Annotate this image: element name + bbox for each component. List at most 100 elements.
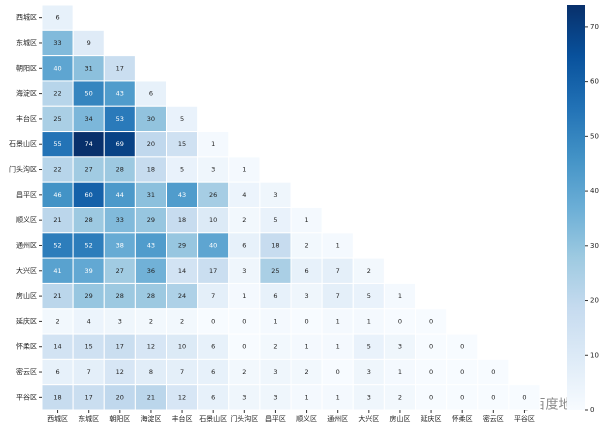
cell-label: 1: [367, 317, 371, 325]
x-tick-label: 房山区: [389, 414, 410, 423]
y-tick-label: 丰台区: [16, 114, 37, 123]
heat-cell: [103, 80, 136, 107]
heat-cell: [197, 181, 230, 208]
cell-label: 6: [149, 90, 153, 98]
cell-label: 74: [85, 140, 93, 148]
cell-label: 43: [178, 191, 186, 199]
cell-label: 17: [209, 267, 217, 275]
heat-cell: [197, 232, 230, 259]
cell-label: 33: [116, 216, 124, 224]
y-tick-label: 门头沟区: [9, 165, 37, 174]
cell-label: 15: [85, 343, 93, 351]
heat-cell: [166, 105, 199, 133]
cell-label: 43: [147, 241, 155, 249]
cell-label: 28: [116, 292, 124, 300]
cell-label: 8: [149, 368, 153, 376]
heat-cell: [134, 384, 167, 411]
cell-label: 18: [147, 166, 155, 174]
cell-label: 4: [242, 191, 246, 199]
cell-label: 2: [304, 241, 308, 249]
heat-cell: [72, 384, 105, 411]
cell-label: 27: [85, 166, 93, 174]
cell-label: 1: [304, 343, 308, 351]
colorbar-tick-label: 50: [590, 132, 599, 140]
cell-label: 5: [367, 343, 371, 351]
x-tick-label: 延庆区: [421, 414, 442, 423]
heat-cell: [477, 358, 510, 386]
cell-label: 38: [116, 241, 124, 249]
cell-label: 60: [85, 191, 93, 199]
cell-label: 52: [53, 241, 61, 249]
heat-cell: [134, 333, 167, 360]
cell-label: 0: [429, 368, 433, 376]
cell-label: 5: [180, 166, 184, 174]
cell-label: 31: [85, 64, 93, 72]
heat-cell: [41, 105, 74, 133]
cell-label: 14: [53, 343, 61, 351]
cell-label: 46: [53, 191, 61, 199]
x-tick-label: 石景山区: [199, 414, 227, 423]
heat-cell: [103, 358, 136, 386]
cell-label: 0: [460, 368, 464, 376]
heat-cell: [134, 131, 167, 158]
heat-cell: [290, 257, 323, 284]
cell-label: 1: [336, 393, 340, 401]
cell-label: 1: [336, 241, 340, 249]
heat-cell: [290, 282, 323, 310]
heat-cell: [290, 232, 323, 259]
heat-cell: [166, 181, 199, 208]
cell-label: 17: [116, 64, 124, 72]
cell-label: 7: [180, 368, 184, 376]
heat-cell: [197, 131, 230, 158]
heat-cell: [259, 358, 292, 386]
cell-label: 0: [460, 393, 464, 401]
cell-label: 25: [271, 267, 279, 275]
cell-label: 3: [273, 393, 277, 401]
cell-label: 0: [304, 317, 308, 325]
cell-label: 0: [429, 317, 433, 325]
cell-label: 6: [304, 267, 308, 275]
colorbar-tick-label: 10: [590, 351, 599, 359]
heat-cell: [134, 156, 167, 183]
cell-label: 18: [271, 241, 279, 249]
cell-label: 2: [398, 393, 402, 401]
heat-cell: [446, 358, 479, 386]
heat-cell: [290, 207, 323, 234]
heat-cell: [508, 384, 541, 411]
y-tick-label: 延庆区: [16, 316, 37, 325]
cell-label: 6: [211, 393, 215, 401]
cell-label: 52: [85, 241, 93, 249]
heat-cell: [446, 333, 479, 360]
y-tick-label: 西城区: [16, 14, 37, 22]
cell-label: 2: [304, 368, 308, 376]
cell-label: 25: [53, 115, 61, 123]
x-tick-label: 门头沟区: [230, 414, 258, 423]
cell-label: 17: [116, 343, 124, 351]
cell-label: 7: [211, 292, 215, 300]
heat-cell: [228, 308, 261, 335]
cell-label: 0: [398, 317, 402, 325]
cell-label: 55: [53, 140, 61, 148]
y-tick-label: 怀柔区: [16, 342, 37, 351]
cell-label: 1: [398, 368, 402, 376]
cell-label: 22: [53, 90, 61, 98]
cell-label: 20: [116, 393, 124, 401]
heat-cell: [166, 207, 199, 234]
cell-label: 29: [85, 292, 93, 300]
cell-label: 34: [85, 115, 93, 123]
cell-label: 3: [304, 292, 308, 300]
cell-label: 3: [367, 368, 371, 376]
y-tick-label: 通州区: [16, 240, 37, 249]
heat-cell: [103, 207, 136, 234]
heat-cell: [72, 308, 105, 335]
cell-label: 36: [147, 267, 155, 275]
cell-label: 0: [242, 317, 246, 325]
cell-label: 27: [116, 267, 124, 275]
heat-cell: [41, 80, 74, 107]
heat-cell: [103, 55, 136, 82]
x-tick-label: 海淀区: [140, 414, 161, 423]
heat-cell: [72, 29, 105, 57]
cell-label: 0: [242, 343, 246, 351]
cell-label: 6: [242, 241, 246, 249]
heat-cell: [290, 333, 323, 360]
